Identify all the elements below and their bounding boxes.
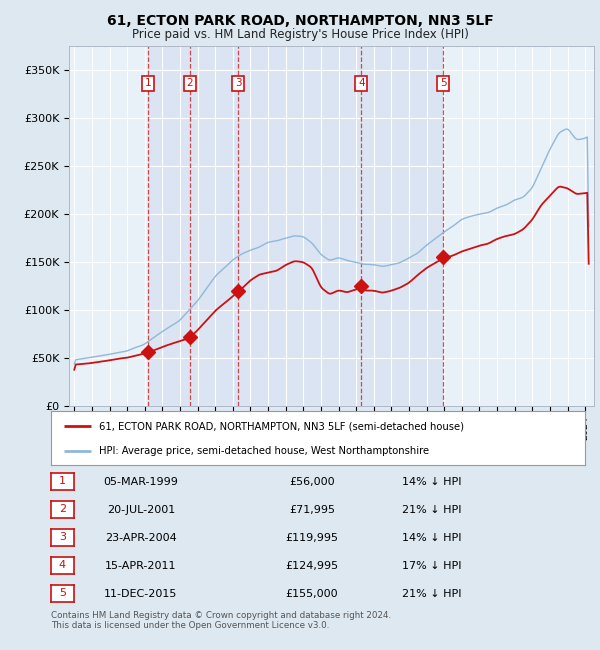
Text: £56,000: £56,000: [289, 477, 335, 487]
Text: 21% ↓ HPI: 21% ↓ HPI: [402, 505, 462, 515]
Text: 4: 4: [358, 79, 365, 88]
Text: 2: 2: [59, 504, 66, 514]
Text: 21% ↓ HPI: 21% ↓ HPI: [402, 589, 462, 599]
Bar: [361, 46, 443, 406]
Text: 5: 5: [440, 79, 446, 88]
Text: 2: 2: [187, 79, 193, 88]
Text: 61, ECTON PARK ROAD, NORTHAMPTON, NN3 5LF: 61, ECTON PARK ROAD, NORTHAMPTON, NN3 5L…: [107, 14, 493, 29]
Text: 61, ECTON PARK ROAD, NORTHAMPTON, NN3 5LF (semi-detached house): 61, ECTON PARK ROAD, NORTHAMPTON, NN3 5L…: [99, 421, 464, 432]
Text: 05-MAR-1999: 05-MAR-1999: [104, 477, 178, 487]
Text: £119,995: £119,995: [286, 533, 338, 543]
Text: 20-JUL-2001: 20-JUL-2001: [107, 505, 175, 515]
Text: Price paid vs. HM Land Registry's House Price Index (HPI): Price paid vs. HM Land Registry's House …: [131, 28, 469, 41]
Text: 17% ↓ HPI: 17% ↓ HPI: [402, 561, 462, 571]
Text: £124,995: £124,995: [286, 561, 338, 571]
Text: £71,995: £71,995: [289, 505, 335, 515]
Text: 11-DEC-2015: 11-DEC-2015: [104, 589, 178, 599]
Text: 5: 5: [59, 588, 66, 598]
Text: 14% ↓ HPI: 14% ↓ HPI: [402, 477, 462, 487]
Text: Contains HM Land Registry data © Crown copyright and database right 2024.: Contains HM Land Registry data © Crown c…: [51, 611, 391, 620]
Text: 4: 4: [59, 560, 66, 570]
Bar: [238, 46, 361, 406]
Text: 15-APR-2011: 15-APR-2011: [105, 561, 177, 571]
Text: 1: 1: [59, 476, 66, 486]
Text: 3: 3: [235, 79, 242, 88]
Bar: [148, 46, 190, 406]
Text: 23-APR-2004: 23-APR-2004: [105, 533, 177, 543]
Text: HPI: Average price, semi-detached house, West Northamptonshire: HPI: Average price, semi-detached house,…: [99, 447, 429, 456]
Text: 14% ↓ HPI: 14% ↓ HPI: [402, 533, 462, 543]
Text: 1: 1: [145, 79, 151, 88]
Text: 3: 3: [59, 532, 66, 542]
Text: £155,000: £155,000: [286, 589, 338, 599]
Text: This data is licensed under the Open Government Licence v3.0.: This data is licensed under the Open Gov…: [51, 621, 329, 630]
Bar: [190, 46, 238, 406]
